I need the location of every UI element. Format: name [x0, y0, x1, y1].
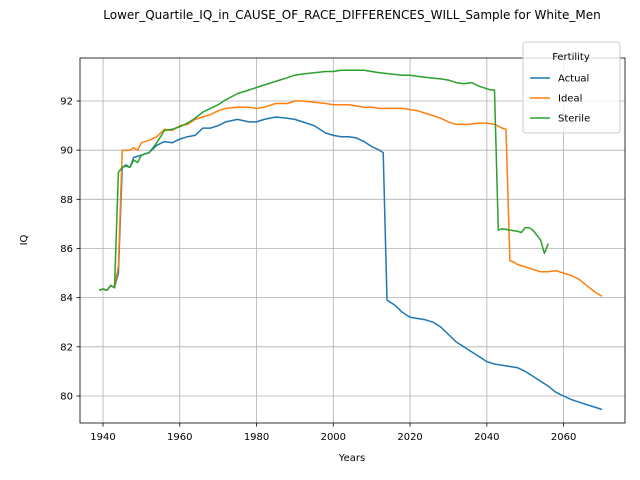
y-axis-label: IQ: [19, 234, 30, 245]
series-line-ideal: [98, 100, 603, 298]
legend-box: [522, 41, 621, 134]
legend: Fertility Actual Ideal Sterile: [522, 41, 621, 134]
y-tick-label: 88: [60, 195, 73, 206]
plot-lines: [98, 69, 603, 411]
y-tick-label: 92: [60, 97, 73, 108]
x-axis-label: Years: [338, 453, 365, 464]
y-tick-label: 84: [60, 293, 73, 304]
x-tick-label: 2020: [397, 432, 422, 443]
legend-label-ideal: Ideal: [558, 94, 582, 105]
x-tick-label: 2060: [551, 432, 576, 443]
y-tick-label: 82: [60, 342, 73, 353]
x-tick-label: 1960: [167, 432, 192, 443]
x-tick-label: 1940: [90, 432, 115, 443]
y-tick-label: 90: [60, 146, 73, 157]
x-tick-label: 2040: [474, 432, 499, 443]
legend-label-actual: Actual: [558, 74, 589, 85]
legend-title: Fertility: [552, 52, 590, 63]
x-tick-label: 2000: [321, 432, 346, 443]
chart-title: Lower_Quartile_IQ_in_CAUSE_OF_RACE_DIFFE…: [103, 8, 600, 22]
y-tick-label: 80: [60, 391, 73, 402]
legend-items: Actual Ideal Sterile: [530, 74, 590, 125]
ticks: 1940 1960 1980 2000 2020 2040 2060 80 82 84 86 88 90…: [60, 97, 576, 443]
gridlines: [80, 58, 625, 423]
y-tick-label: 86: [60, 244, 73, 255]
series-line-sterile: [98, 69, 549, 292]
legend-label-sterile: Sterile: [558, 114, 590, 125]
axes-frame: [79, 57, 626, 424]
x-tick-label: 1980: [244, 432, 269, 443]
